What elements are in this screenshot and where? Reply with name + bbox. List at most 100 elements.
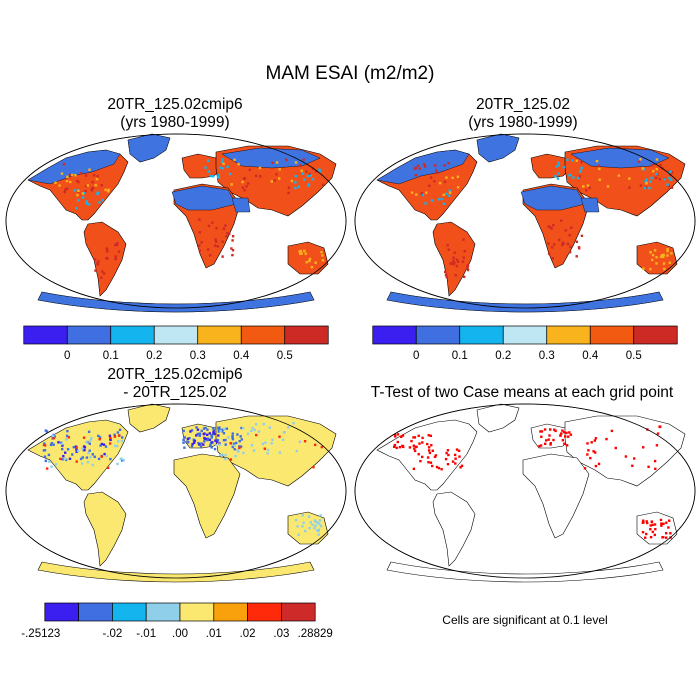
ttest-signif-cell bbox=[445, 451, 448, 455]
case1-high-cell bbox=[308, 172, 312, 176]
cbar3-tick-label: .02 bbox=[240, 628, 256, 640]
ttest-signif-cell bbox=[540, 435, 543, 438]
diff-light-cell bbox=[122, 459, 125, 462]
case2-high-cell bbox=[547, 252, 551, 255]
case2-high-cell bbox=[568, 233, 571, 237]
case1-mid-cell bbox=[94, 184, 97, 187]
case1-high-cell bbox=[231, 239, 234, 242]
diff-light-cell bbox=[120, 439, 124, 443]
diff-neg-strong-cell bbox=[103, 452, 106, 456]
case2-high-cell bbox=[428, 184, 431, 187]
case1-high-cell bbox=[91, 181, 94, 184]
diff-light-cell bbox=[227, 436, 230, 439]
case2-mid-cell bbox=[655, 262, 658, 265]
case2-low-cell bbox=[448, 189, 451, 192]
case1-mid-cell bbox=[76, 193, 79, 197]
diff-light-cell bbox=[87, 451, 90, 455]
diff-light-cell bbox=[89, 455, 92, 459]
panel-3-title: 20TR_125.02cmip6 - 20TR_125.02 bbox=[30, 366, 320, 402]
diff-neg-strong-cell bbox=[211, 441, 214, 444]
diff-light-cell bbox=[252, 449, 256, 452]
ttest-signif-cell bbox=[548, 434, 551, 437]
case2-mid-cell bbox=[663, 267, 666, 271]
diff-light-cell bbox=[64, 457, 67, 461]
case1-high-cell bbox=[321, 183, 325, 186]
ttest-signif-cell bbox=[400, 435, 403, 438]
case2-low-cell bbox=[555, 165, 558, 168]
ttest-signif-cell bbox=[394, 435, 397, 438]
case2-high-cell bbox=[658, 177, 662, 181]
case1-low-cell bbox=[75, 207, 78, 210]
case1-high-cell bbox=[198, 218, 201, 221]
ttest-signif-cell bbox=[665, 521, 668, 524]
case1-mid-cell bbox=[298, 250, 301, 253]
diff-neg-cell bbox=[199, 445, 203, 448]
diff-light-cell bbox=[218, 454, 222, 457]
case2-mid-cell bbox=[451, 176, 454, 180]
case2-low-esai-sahara bbox=[520, 185, 586, 211]
case2-high-cell bbox=[569, 245, 572, 248]
case1-high-cell bbox=[211, 221, 214, 224]
case1-low-cell bbox=[81, 196, 85, 199]
diff-pos-cell bbox=[238, 446, 241, 450]
diff-light-cell bbox=[65, 438, 68, 441]
diff-light-cell bbox=[250, 429, 253, 433]
ttest-signif-cell bbox=[433, 455, 437, 459]
ttest-signif-cell bbox=[545, 439, 548, 442]
diff-pos-cell bbox=[229, 458, 233, 461]
diff-light-cell bbox=[233, 444, 236, 447]
diff-light-cell bbox=[261, 442, 264, 446]
ttest-signif-cell bbox=[446, 449, 450, 452]
case1-high-cell bbox=[222, 227, 226, 230]
diff-neg-cell bbox=[202, 427, 206, 430]
case1-high-cell bbox=[115, 243, 119, 247]
ttest-signif-cell bbox=[428, 451, 432, 455]
diff-pos-cell bbox=[109, 436, 112, 440]
diff-light-cell bbox=[308, 527, 311, 530]
diff-neg-cell bbox=[44, 459, 47, 463]
case2-mid-cell bbox=[442, 193, 445, 197]
ttest-signif-cell bbox=[642, 520, 645, 524]
cbar2-box bbox=[459, 325, 504, 345]
case2-low-cell bbox=[572, 176, 575, 179]
case1-high-cell bbox=[94, 269, 97, 272]
diff-neg-cell bbox=[93, 455, 96, 458]
diff-light-cell bbox=[257, 430, 261, 433]
case1-high-cell bbox=[64, 188, 67, 191]
panel-4-title-line1: T-Test of two Case means at each grid po… bbox=[370, 384, 674, 401]
diff-neg-cell bbox=[182, 441, 185, 444]
ttest-signif-cell bbox=[547, 438, 550, 441]
case2-high-cell bbox=[453, 251, 456, 254]
cbar3-tick-label: -.25123 bbox=[21, 628, 60, 640]
map-panel-ttest bbox=[354, 403, 696, 583]
case2-high-cell bbox=[558, 238, 561, 242]
case2-low-cell bbox=[670, 178, 673, 181]
diff-pos-cell bbox=[106, 466, 110, 469]
diff-neg-strong-cell bbox=[212, 430, 215, 433]
case2-high-cell bbox=[564, 229, 567, 232]
case1-high-cell bbox=[91, 186, 95, 190]
ttest-signif-cell bbox=[660, 522, 663, 525]
case2-high-cell bbox=[456, 260, 460, 263]
diff-neg-cell bbox=[238, 445, 241, 448]
diff-pos-cell bbox=[312, 466, 315, 469]
case2-high-cell bbox=[434, 164, 437, 167]
case1-mid-cell bbox=[308, 259, 311, 263]
case2-mid-cell bbox=[641, 167, 645, 170]
case2-high-cell bbox=[639, 184, 643, 187]
case2-high-cell bbox=[566, 242, 570, 246]
diff-light-cell bbox=[292, 422, 295, 425]
diff-neg-cell bbox=[109, 457, 112, 461]
ttest-signif-cell bbox=[552, 438, 555, 442]
case1-mid-cell bbox=[321, 259, 325, 262]
case2-high-cell bbox=[447, 162, 450, 165]
case1-high-cell bbox=[231, 235, 235, 238]
case1-high-cell bbox=[94, 258, 97, 261]
map-panel-case1 bbox=[5, 133, 347, 313]
case1-low-cell bbox=[96, 191, 99, 194]
diff-neg-cell bbox=[198, 434, 201, 437]
case2-high-cell bbox=[560, 219, 563, 222]
ttest-signif-cell bbox=[393, 445, 396, 448]
diff-neg-strong-cell bbox=[191, 442, 194, 446]
diff-neg-cell bbox=[79, 457, 83, 461]
